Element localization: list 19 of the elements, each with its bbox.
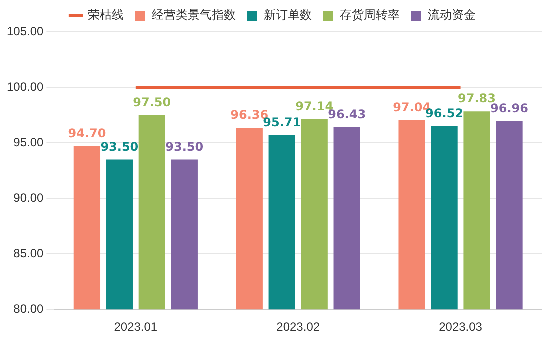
legend-label: 经营类景气指数 bbox=[152, 8, 236, 22]
legend-label: 新订单数 bbox=[264, 8, 312, 22]
data-label: 94.70 bbox=[68, 126, 106, 140]
legend-label: 流动资金 bbox=[428, 8, 476, 22]
data-label: 96.96 bbox=[490, 101, 528, 116]
data-label: 97.50 bbox=[133, 95, 172, 110]
y-tick-label: 90.00 bbox=[14, 190, 44, 205]
data-label: 93.50 bbox=[100, 140, 139, 154]
x-tick-label: 2023.02 bbox=[276, 320, 320, 334]
y-tick-label: 105.00 bbox=[7, 24, 44, 38]
legend-label: 荣枯线 bbox=[88, 8, 124, 22]
y-tick-label: 85.00 bbox=[14, 246, 44, 260]
legend-label: 存货周转率 bbox=[340, 8, 400, 22]
y-tick-label: 80.00 bbox=[14, 302, 44, 316]
y-tick-label: 95.00 bbox=[14, 135, 44, 150]
x-tick-label: 2023.01 bbox=[114, 320, 158, 334]
y-tick-label: 100.00 bbox=[7, 80, 44, 94]
data-label: 93.50 bbox=[166, 140, 204, 154]
x-tick-label: 2023.03 bbox=[439, 320, 483, 334]
